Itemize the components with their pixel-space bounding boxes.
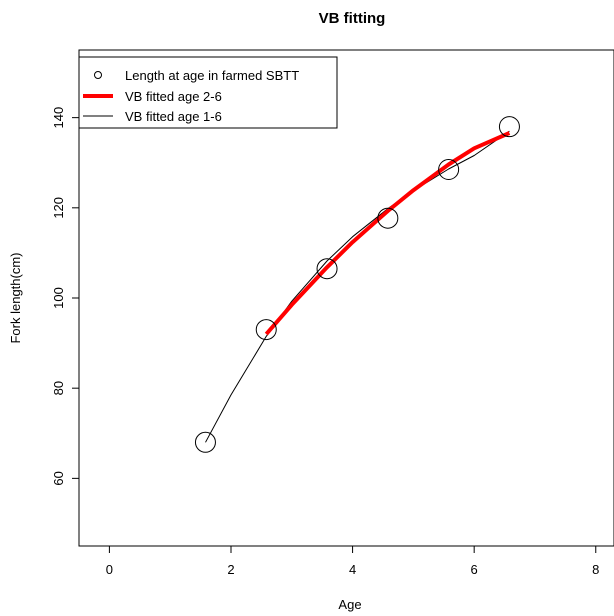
legend-box	[78, 56, 338, 129]
x-tick-label: 6	[471, 562, 478, 577]
chart-title: VB fitting	[319, 10, 386, 27]
y-axis-label: Fork length(cm)	[8, 252, 23, 343]
legend-label-points: Length at age in farmed SBTT	[125, 68, 299, 83]
data-point	[438, 158, 460, 180]
vb-fit-age-2-6-line	[264, 131, 511, 336]
data-point	[316, 258, 338, 280]
x-tick-label: 4	[349, 562, 356, 577]
x-tick-label: 2	[227, 562, 234, 577]
data-point	[377, 207, 399, 229]
data-point	[255, 319, 277, 341]
legend-label-red-line: VB fitted age 2-6	[125, 89, 222, 104]
x-tick-label: 0	[106, 562, 113, 577]
data-point	[194, 431, 216, 453]
data-point	[498, 116, 520, 138]
vb-fit-age-1-6-line	[205, 130, 510, 443]
y-tick-label: 80	[51, 381, 66, 395]
y-tick-label: 60	[51, 471, 66, 485]
y-tick-label: 140	[51, 107, 66, 129]
legend: Length at age in farmed SBTT VB fitted a…	[78, 56, 338, 129]
legend-points-symbol	[94, 71, 102, 79]
legend-label-black-line: VB fitted age 1-6	[125, 109, 222, 124]
y-tick-label: 120	[51, 197, 66, 219]
y-axis: 60 80 100 120 140	[51, 107, 80, 486]
x-axis-label: Age	[338, 597, 361, 612]
x-tick-label: 8	[592, 562, 599, 577]
series-layer	[194, 116, 520, 453]
x-axis: 0 2 4 6 8	[106, 545, 599, 577]
y-tick-label: 100	[51, 287, 66, 309]
